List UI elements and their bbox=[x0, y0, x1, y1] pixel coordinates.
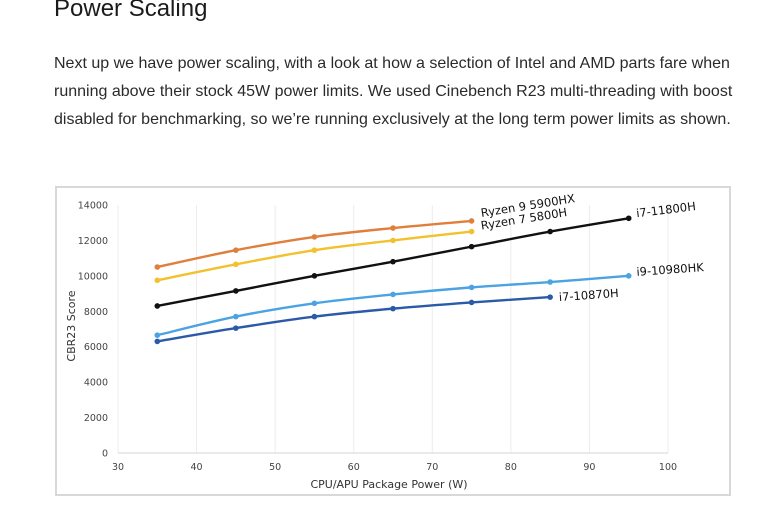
data-point bbox=[390, 258, 396, 265]
data-point bbox=[625, 273, 632, 279]
data-point bbox=[625, 215, 632, 222]
data-point bbox=[468, 228, 475, 235]
grid bbox=[117, 205, 669, 453]
x-tick-label: 40 bbox=[191, 462, 203, 473]
x-tick-label: 60 bbox=[348, 462, 360, 473]
series-line bbox=[157, 219, 472, 269]
y-axis-title: CBR23 Score bbox=[65, 290, 78, 361]
x-tick-label: 70 bbox=[426, 462, 438, 473]
data-point bbox=[547, 294, 553, 300]
series-line bbox=[157, 295, 551, 343]
x-tick-label: 100 bbox=[659, 462, 677, 473]
data-point bbox=[154, 277, 161, 284]
data-point bbox=[154, 332, 161, 338]
axes: 30 40 50 60 70 80 90 100 0 2000 4000 6000 8000 10000 1… bbox=[78, 201, 677, 474]
data-point bbox=[233, 247, 239, 253]
data-point bbox=[233, 313, 239, 320]
x-tick-label: 50 bbox=[269, 462, 281, 473]
data-point bbox=[311, 247, 318, 253]
chart-container: 30 40 50 60 70 80 90 100 0 2000 4000 6000 8000 10000 1… bbox=[55, 186, 731, 496]
y-tick-label: 6000 bbox=[84, 342, 108, 353]
data-point bbox=[468, 218, 475, 224]
data-point bbox=[390, 305, 396, 312]
data-point bbox=[547, 228, 553, 235]
data-point bbox=[390, 225, 396, 231]
section-heading: Power Scaling bbox=[54, 0, 208, 22]
x-tick-label: 80 bbox=[505, 462, 517, 473]
series-label: i9-10980HK bbox=[636, 260, 705, 279]
y-tick-label: 2000 bbox=[84, 413, 108, 424]
y-tick-label: 14000 bbox=[78, 201, 108, 212]
data-point bbox=[547, 279, 553, 285]
y-tick-label: 8000 bbox=[84, 307, 108, 318]
article-paragraph: Next up we have power scaling, with a lo… bbox=[54, 55, 733, 128]
y-tick-label: 12000 bbox=[78, 236, 108, 247]
data-point bbox=[233, 288, 239, 294]
x-axis-title: CPU/APU Package Power (W) bbox=[310, 478, 467, 491]
series-line bbox=[157, 274, 629, 337]
data-point bbox=[390, 237, 396, 244]
x-tick-label: 30 bbox=[112, 462, 124, 473]
y-tick-label: 0 bbox=[102, 449, 108, 460]
data-point bbox=[311, 234, 318, 240]
data-point bbox=[311, 300, 318, 307]
series-label: i7-11800H bbox=[635, 199, 696, 220]
data-point bbox=[468, 243, 475, 250]
data-point bbox=[154, 303, 161, 309]
data-point bbox=[311, 313, 318, 320]
data-point bbox=[311, 273, 318, 279]
data-point bbox=[390, 291, 396, 298]
series bbox=[154, 215, 632, 345]
y-tick-label: 10000 bbox=[78, 271, 108, 282]
x-tick-label: 90 bbox=[583, 462, 595, 473]
data-point bbox=[468, 299, 475, 306]
data-point bbox=[468, 284, 475, 291]
data-point bbox=[233, 261, 239, 268]
series-label: i7-10870H bbox=[558, 286, 619, 304]
y-tick-label: 4000 bbox=[84, 378, 108, 389]
data-point bbox=[233, 325, 239, 331]
power-scaling-chart: 30 40 50 60 70 80 90 100 0 2000 4000 6000 8000 10000 1… bbox=[65, 191, 705, 491]
data-point bbox=[154, 338, 161, 345]
data-point bbox=[154, 264, 161, 270]
